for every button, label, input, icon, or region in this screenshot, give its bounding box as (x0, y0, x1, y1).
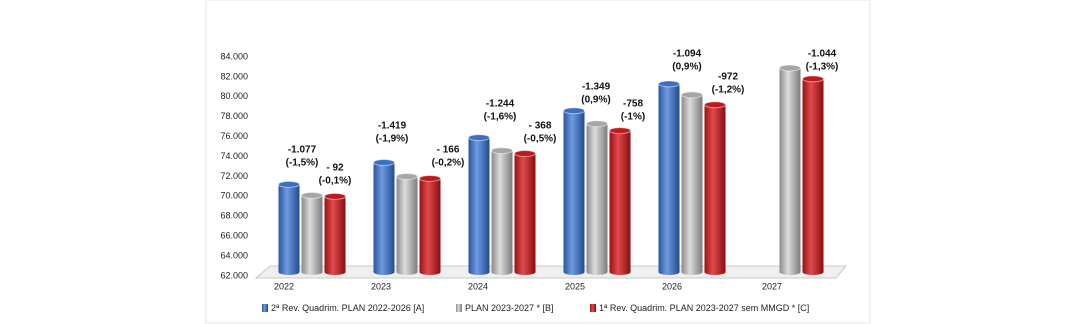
bar (301, 191, 323, 275)
annotation: - 166 (437, 145, 460, 156)
annotation: (-1,9%) (376, 134, 409, 145)
legend-swatch (456, 304, 462, 312)
bar (704, 101, 726, 275)
annotation: -1.044 (808, 49, 837, 60)
annotation: -1.419 (378, 121, 407, 132)
annotation: (-1,3%) (806, 62, 839, 73)
annotation: -758 (623, 99, 643, 110)
bar (468, 134, 490, 275)
annotation: -1.094 (673, 49, 702, 60)
bar (563, 107, 585, 275)
annotation: (-1%) (621, 112, 645, 123)
bar (396, 172, 418, 275)
y-tick-label: 80.000 (220, 91, 248, 101)
y-tick-label: 78.000 (220, 111, 248, 121)
legend-label: PLAN 2023-2027 * [B] (465, 303, 554, 313)
annotation: (-0,5%) (524, 134, 557, 145)
bar (491, 147, 513, 275)
bar (278, 180, 300, 275)
annotation: - 368 (529, 121, 552, 132)
y-tick-label: 72.000 (220, 171, 248, 181)
bar (373, 159, 395, 275)
x-tick-label: 2026 (662, 281, 682, 291)
annotation: (0,9%) (672, 62, 701, 73)
annotation: -1.349 (582, 82, 611, 93)
bar (802, 75, 824, 276)
annotation: - 92 (326, 163, 344, 174)
y-tick-label: 62.000 (220, 270, 248, 280)
x-tick-label: 2022 (274, 281, 294, 291)
x-tick-label: 2023 (371, 281, 391, 291)
y-tick-label: 64.000 (220, 250, 248, 260)
bar (681, 91, 703, 275)
y-tick-label: 84.000 (220, 51, 248, 61)
bar (586, 120, 608, 275)
annotation: -1.244 (486, 99, 515, 110)
legend-label: 1ª Rev. Quadrim. PLAN 2023-2027 sem MMGD… (599, 303, 809, 313)
bar (419, 174, 441, 275)
y-tick-label: 70.000 (220, 191, 248, 201)
y-tick-label: 68.000 (220, 211, 248, 221)
x-tick-label: 2025 (565, 281, 585, 291)
annotation: -972 (718, 72, 738, 83)
annotation: (-1,6%) (484, 112, 517, 123)
x-tick-label: 2024 (468, 281, 488, 291)
bar (779, 64, 801, 275)
legend-label: 2ª Rev. Quadrim. PLAN 2022-2026 [A] (271, 303, 424, 313)
legend-swatch (590, 304, 596, 312)
y-tick-label: 82.000 (220, 71, 248, 81)
y-tick-label: 74.000 (220, 151, 248, 161)
bar (658, 80, 680, 275)
x-tick-label: 2027 (762, 281, 782, 291)
annotation: (-0,1%) (319, 176, 352, 187)
annotation: (-1,5%) (286, 158, 319, 169)
annotation: (0,9%) (581, 95, 610, 106)
y-tick-label: 66.000 (220, 231, 248, 241)
bar (609, 127, 631, 275)
legend-swatch (262, 304, 268, 312)
y-tick-label: 76.000 (220, 131, 248, 141)
annotation: (-0,2%) (432, 158, 465, 169)
frame (205, 0, 871, 324)
bar (514, 150, 536, 275)
bar (324, 192, 346, 275)
annotation: -1.077 (288, 145, 317, 156)
annotation: (-1,2%) (712, 85, 745, 96)
